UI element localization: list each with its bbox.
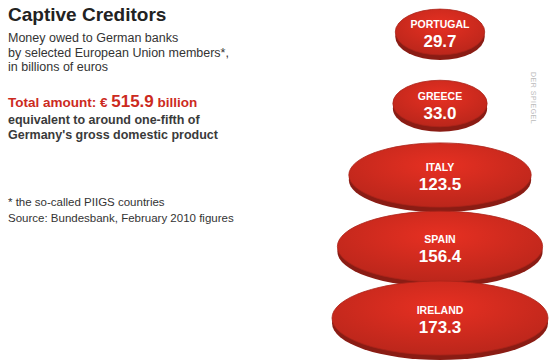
category-label: PORTUGAL <box>411 18 471 30</box>
subtitle: by selected European Union members*, <box>8 46 229 60</box>
annotation: Germany's gross domestic product <box>8 128 219 142</box>
total: Total amount: € 515.9 billion <box>8 92 197 111</box>
disc <box>393 80 487 131</box>
disc-top <box>349 143 531 207</box>
footnote: * the so-called PIIGS countries <box>8 196 165 208</box>
title: Captive Creditors <box>8 4 166 25</box>
disc <box>332 281 548 360</box>
data-label: 29.7 <box>423 32 456 51</box>
subtitle: in billions of euros <box>8 60 108 74</box>
disc-top <box>395 9 484 55</box>
credit: DER SPIEGEL <box>530 72 537 124</box>
total-value: 515.9 <box>111 92 154 111</box>
disc-top <box>393 80 487 126</box>
category-label: IRELAND <box>417 304 464 316</box>
chart: Captive Creditors Money owed to German ba… <box>0 0 550 363</box>
source: Source: Bundesbank, February 2010 figure… <box>8 212 234 224</box>
data-label: 173.3 <box>419 318 462 337</box>
total-prefix: Total amount: € <box>8 95 111 110</box>
annotation: equivalent to around one-fifth of <box>8 113 200 127</box>
disc <box>349 143 531 212</box>
data-label: 123.5 <box>419 175 462 194</box>
data-label: 156.4 <box>419 247 462 266</box>
disc-top <box>337 211 542 282</box>
category-label: SPAIN <box>424 233 455 245</box>
category-label: ITALY <box>426 161 455 173</box>
disc-top <box>332 281 548 355</box>
subtitle: Money owed to German banks <box>8 31 178 45</box>
category-label: GREECE <box>418 90 462 102</box>
marks <box>332 9 548 360</box>
data-label: 33.0 <box>423 104 456 123</box>
disc <box>337 211 542 287</box>
total-suffix: billion <box>154 95 198 110</box>
labels: PORTUGAL 29.7 GREECE 33.0 ITALY 123.5 SPAIN 156… <box>411 18 471 337</box>
disc <box>395 9 484 60</box>
